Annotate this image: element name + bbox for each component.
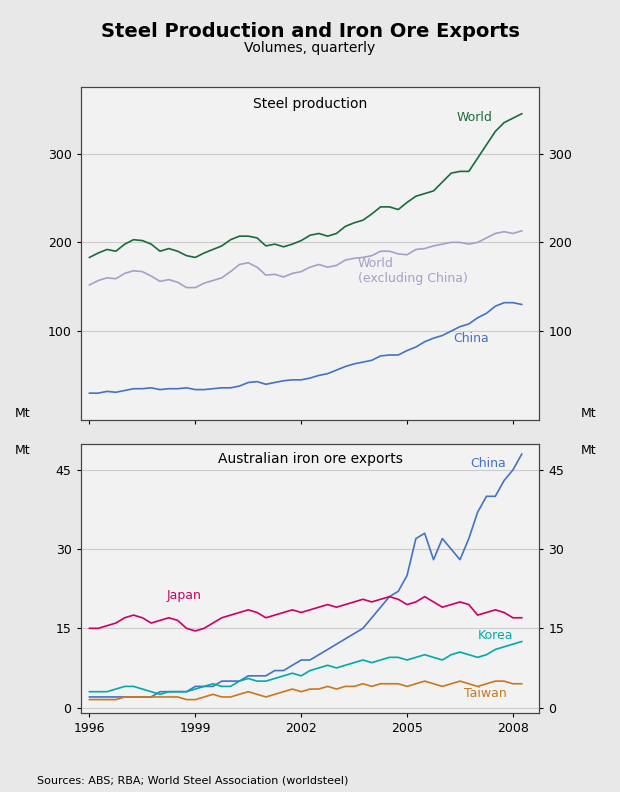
Text: Korea: Korea: [477, 629, 513, 642]
Text: Mt: Mt: [581, 407, 596, 420]
Text: China: China: [471, 457, 507, 470]
Text: Australian iron ore exports: Australian iron ore exports: [218, 451, 402, 466]
Text: World
(excluding China): World (excluding China): [358, 257, 467, 285]
Text: Sources: ABS; RBA; World Steel Association (worldsteel): Sources: ABS; RBA; World Steel Associati…: [37, 775, 348, 786]
Text: Steel production: Steel production: [253, 97, 367, 111]
Text: Mt: Mt: [14, 407, 30, 420]
Text: Steel Production and Iron Ore Exports: Steel Production and Iron Ore Exports: [100, 22, 520, 41]
Text: Mt: Mt: [14, 444, 30, 456]
Text: Taiwan: Taiwan: [464, 687, 507, 700]
Text: China: China: [453, 332, 489, 345]
Text: Mt: Mt: [581, 444, 596, 456]
Text: World: World: [456, 111, 492, 124]
Text: Japan: Japan: [167, 589, 202, 602]
Text: Volumes, quarterly: Volumes, quarterly: [244, 41, 376, 55]
